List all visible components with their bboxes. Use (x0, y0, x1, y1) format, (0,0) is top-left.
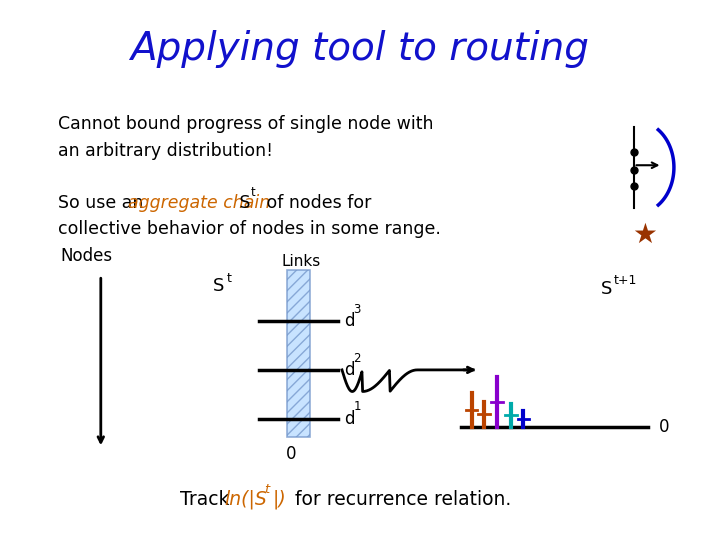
Text: t: t (251, 186, 255, 199)
Text: |): |) (273, 490, 287, 509)
Text: d: d (344, 312, 355, 330)
Text: ln(|S: ln(|S (225, 490, 267, 509)
Text: S: S (601, 280, 613, 298)
Text: for recurrence relation.: for recurrence relation. (289, 490, 511, 509)
Text: 3: 3 (354, 303, 361, 316)
Text: Nodes: Nodes (60, 247, 112, 265)
Text: Links: Links (282, 254, 320, 269)
Text: ★: ★ (632, 221, 657, 249)
Text: Cannot bound progress of single node with: Cannot bound progress of single node wit… (58, 115, 433, 133)
Text: 0: 0 (287, 444, 297, 463)
Text: Applying tool to routing: Applying tool to routing (130, 30, 590, 68)
Text: collective behavior of nodes in some range.: collective behavior of nodes in some ran… (58, 220, 441, 239)
Text: S: S (234, 193, 251, 212)
Text: d: d (344, 409, 355, 428)
Text: Track: Track (180, 490, 235, 509)
Text: 0: 0 (659, 417, 670, 436)
Text: S: S (212, 277, 224, 295)
Text: t+1: t+1 (614, 274, 637, 287)
Text: aggregate chain: aggregate chain (128, 193, 271, 212)
Text: t: t (264, 483, 269, 496)
Bar (287, 270, 310, 437)
Text: t: t (227, 272, 232, 285)
Text: of nodes for: of nodes for (261, 193, 372, 212)
Text: 1: 1 (354, 400, 361, 413)
Text: So use an: So use an (58, 193, 148, 212)
Text: an arbitrary distribution!: an arbitrary distribution! (58, 142, 273, 160)
Text: d: d (344, 361, 355, 379)
Text: 2: 2 (354, 352, 361, 365)
